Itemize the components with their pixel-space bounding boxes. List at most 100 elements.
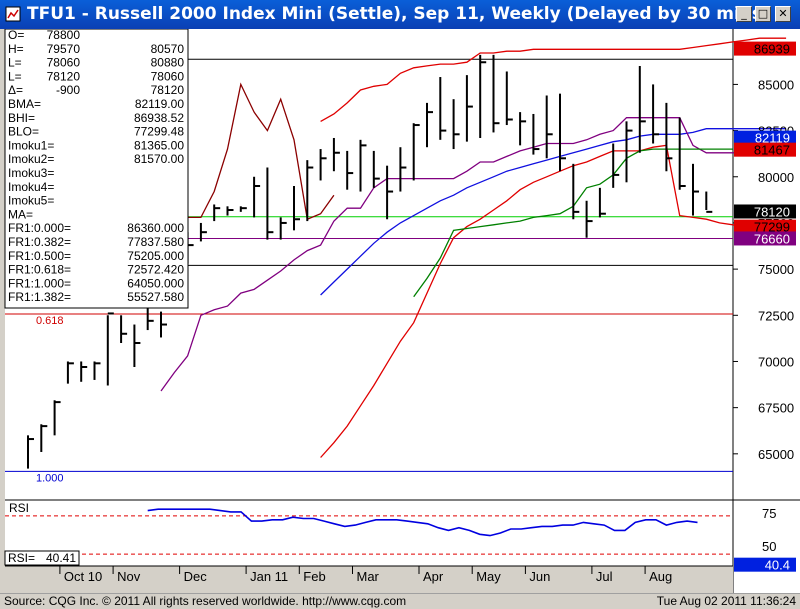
- info-value-secondary: 86938.52: [134, 111, 184, 125]
- rsi-readout-label: RSI=: [8, 551, 35, 565]
- time-axis-background: [5, 566, 733, 595]
- series-line-imoku1: [160, 117, 773, 392]
- info-label: H=: [8, 42, 24, 56]
- time-tick-label: Jan 11: [250, 569, 288, 584]
- info-value: -900: [56, 83, 80, 97]
- cqg-app-icon: [5, 6, 21, 22]
- info-label: Imoku5=: [8, 194, 54, 208]
- info-panel-box: [4, 29, 189, 309]
- time-tick-label: Dec: [184, 569, 208, 584]
- info-value-secondary: 77299.48: [134, 125, 184, 139]
- info-label: Imoku3=: [8, 166, 54, 180]
- close-button[interactable]: ✕: [775, 6, 791, 22]
- info-value: 79570: [47, 42, 81, 56]
- info-label: O=: [8, 29, 24, 42]
- price-tick-label: 72500: [758, 308, 794, 323]
- time-axis: Oct 10 Nov Dec Jan 11 Feb Mar Apr May Jun Jul Aug: [59, 566, 672, 584]
- info-label: Δ=: [8, 83, 23, 97]
- info-label: Imoku2=: [8, 152, 54, 166]
- price-tag-label: 76660: [754, 231, 790, 246]
- series-line-imoku3: [187, 82, 335, 221]
- rsi-pane: 50 75 RSI 40.4 RSI= 40.41: [4, 501, 796, 573]
- time-tick-label: Apr: [423, 569, 444, 584]
- rsi-line: [147, 508, 698, 537]
- price-tick-label: 67500: [758, 401, 794, 416]
- price-axis: 6500067500700007250075000775008000082500…: [733, 77, 794, 462]
- minimize-button[interactable]: _: [736, 6, 752, 22]
- price-tag: [734, 142, 796, 157]
- info-label: BLO=: [8, 125, 39, 139]
- time-tick-label: Aug: [649, 569, 672, 584]
- series-line-bhi: [320, 37, 787, 122]
- price-tag: [734, 41, 796, 56]
- info-value-secondary: 75205.000: [127, 249, 184, 263]
- rsi-plot-background: [5, 500, 733, 566]
- price-tick-label: 70000: [758, 354, 794, 369]
- time-tick-label: Feb: [303, 569, 325, 584]
- price-tag-label: 86939: [754, 42, 790, 57]
- rsi-readout-value: 40.41: [46, 551, 76, 565]
- timestamp-text: Tue Aug 02 2011 11:36:24: [656, 594, 796, 608]
- price-tag: [734, 219, 796, 234]
- rsi-value-tag-label: 40.4: [765, 558, 790, 573]
- time-tick-label: Jun: [529, 569, 550, 584]
- info-value-secondary: 81365.00: [134, 138, 184, 152]
- info-label: FR1:1.000=: [8, 276, 71, 290]
- rsi-readout-box: [4, 550, 80, 566]
- price-tag-label: 82119: [755, 131, 790, 146]
- info-value: 78800: [47, 29, 81, 42]
- info-value-secondary: 80880: [151, 56, 185, 70]
- price-tag: [734, 231, 796, 246]
- time-tick-label: Jul: [596, 569, 613, 584]
- info-label: BMA=: [8, 97, 41, 111]
- reference-lines: 0.618 1.000: [5, 58, 733, 484]
- series-line-bma: [320, 128, 787, 296]
- info-value-secondary: 55527.580: [127, 290, 184, 304]
- info-label: Imoku1=: [8, 138, 54, 152]
- info-label: MA=: [8, 207, 33, 221]
- info-value: 78060: [47, 56, 81, 70]
- price-axis-background: [733, 29, 800, 595]
- time-tick-label: Nov: [117, 569, 141, 584]
- info-value-secondary: 77837.580: [127, 235, 184, 249]
- info-value-secondary: 64050.000: [127, 276, 184, 290]
- rsi-tick-label: 50: [762, 539, 776, 554]
- price-tag: [734, 204, 796, 219]
- price-tag-label: 81467: [754, 143, 790, 158]
- info-label: FR1:0.382=: [8, 235, 71, 249]
- rsi-pane-label: RSI: [9, 501, 29, 515]
- price-tag: [734, 130, 796, 145]
- info-label: FR1:0.500=: [8, 249, 71, 263]
- title-bar[interactable]: TFU1 - Russell 2000 Index Mini (Settle),…: [0, 0, 800, 29]
- copyright-text: Source: CQG Inc. © 2011 All rights reser…: [4, 594, 407, 608]
- info-value-secondary: 80570: [151, 42, 185, 56]
- time-tick-label: May: [476, 569, 501, 584]
- window-title: TFU1 - Russell 2000 Index Mini (Settle),…: [27, 4, 770, 24]
- time-tick-label: Mar: [357, 569, 380, 584]
- series-line-blo: [320, 144, 787, 458]
- info-value-secondary: 72572.420: [127, 263, 184, 277]
- price-chart[interactable]: 0.618 1.000 50 75 RSI 40.4 RSI= 40.41 65000 675…: [0, 29, 800, 595]
- ohlc-bars: [27, 54, 713, 469]
- price-tag-label: 77299: [754, 220, 790, 235]
- info-value: 78120: [47, 69, 81, 83]
- info-label: L=: [8, 56, 22, 70]
- info-label: BHI=: [8, 111, 35, 125]
- time-tick-label: Oct 10: [64, 569, 102, 584]
- reference-line-label: 0.618: [36, 315, 64, 327]
- info-label: Imoku4=: [8, 180, 54, 194]
- info-label: L=: [8, 69, 22, 83]
- info-value-secondary: 78060: [151, 69, 185, 83]
- reference-line-label: 1.000: [36, 472, 64, 484]
- info-label: FR1:0.000=: [8, 221, 71, 235]
- info-value-secondary: 82119.00: [135, 97, 184, 111]
- maximize-button[interactable]: □: [755, 6, 771, 22]
- price-tick-label: 65000: [758, 447, 794, 462]
- rsi-value-tag: [734, 557, 796, 572]
- info-label: FR1:1.382=: [8, 290, 71, 304]
- status-bar: Source: CQG Inc. © 2011 All rights reser…: [0, 593, 800, 609]
- price-tag-label: 78120: [754, 204, 790, 219]
- rsi-tick-label: 75: [762, 506, 776, 521]
